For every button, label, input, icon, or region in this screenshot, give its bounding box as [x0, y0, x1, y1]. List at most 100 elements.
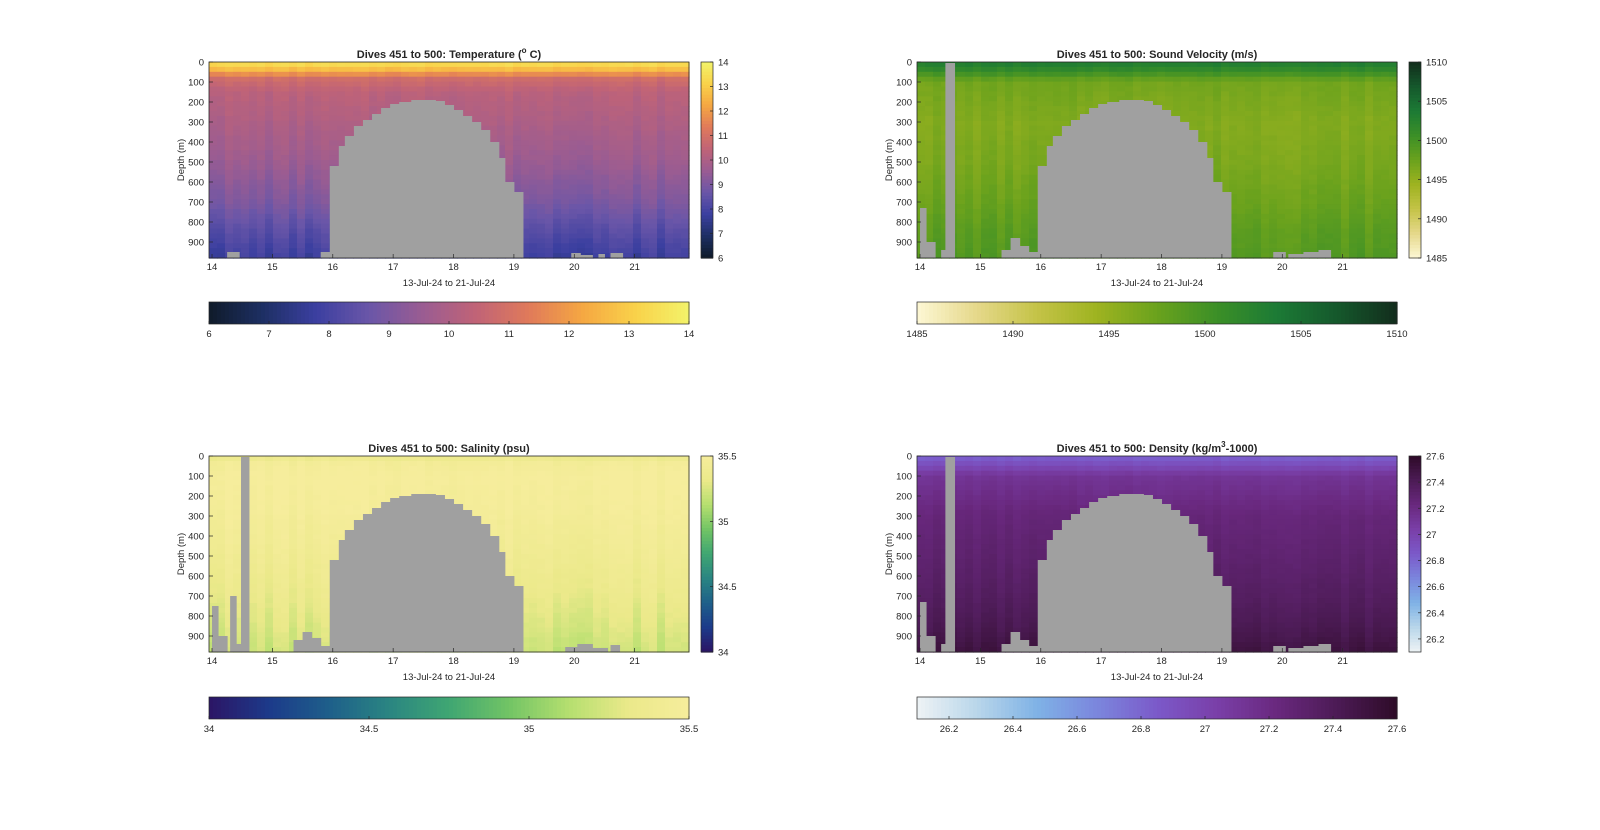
heatmap-cell [249, 164, 258, 171]
heatmap-cell [673, 174, 682, 181]
heatmap-cell [529, 145, 538, 151]
heatmap-cell [273, 228, 282, 235]
heatmap-cell [1269, 189, 1278, 195]
colorbar-swatch [317, 302, 322, 324]
heatmap-cell [529, 248, 538, 254]
heatmap-cell [1077, 71, 1086, 78]
heatmap-cell [313, 135, 322, 141]
heatmap-cell [329, 160, 338, 166]
heatmap-cell [941, 199, 950, 205]
heatmap-cell [297, 218, 306, 225]
heatmap-cell [569, 209, 578, 215]
heatmap-cell [665, 106, 674, 112]
heatmap-cell [617, 169, 626, 176]
heatmap-cell [989, 81, 998, 88]
heatmap-cell [593, 179, 602, 186]
heatmap-cell [1221, 111, 1230, 117]
heatmap-cell [1029, 169, 1038, 176]
heatmap-cell [321, 243, 330, 249]
heatmap-cell [1229, 96, 1238, 102]
heatmap-cell [925, 174, 934, 181]
heatmap-cell [289, 101, 298, 107]
heatmap-cell [1373, 81, 1382, 88]
heatmap-cell [577, 169, 586, 176]
heatmap-cell [209, 71, 218, 78]
heatmap-cell [1029, 140, 1038, 146]
heatmap-cell [601, 125, 610, 132]
heatmap-cell [625, 140, 634, 146]
heatmap-cell [577, 86, 586, 92]
heatmap-cell [1229, 76, 1238, 83]
heatmap-cell [957, 253, 966, 259]
heatmap-cell [553, 184, 562, 190]
colorbar-swatch [301, 302, 306, 324]
heatmap-cell [1261, 145, 1270, 151]
heatmap-cell [1133, 62, 1142, 68]
colorbar-swatch [401, 302, 406, 324]
heatmap-cell [973, 76, 982, 83]
heatmap-cell [1277, 179, 1286, 186]
heatmap-cell [1221, 86, 1230, 92]
heatmap-cell [217, 81, 226, 88]
heatmap-cell [241, 91, 250, 97]
heatmap-cell [577, 164, 586, 171]
heatmap-cell [1037, 125, 1046, 132]
heatmap-cell [329, 106, 338, 112]
heatmap-cell [965, 243, 974, 249]
colorbar-swatch [409, 302, 414, 324]
heatmap-cell [1029, 135, 1038, 141]
heatmap-cell [385, 86, 394, 92]
heatmap-cell [665, 71, 674, 78]
heatmap-cell [249, 169, 258, 176]
heatmap-cell [997, 243, 1006, 249]
heatmap-cell [585, 169, 594, 176]
heatmap-cell [1349, 76, 1358, 83]
heatmap-cell [553, 115, 562, 122]
heatmap-cell [521, 150, 530, 156]
heatmap-cell [1181, 71, 1190, 78]
heatmap-cell [1309, 76, 1318, 83]
heatmap-cell [965, 140, 974, 146]
heatmap-cell [313, 179, 322, 186]
heatmap-cell [1269, 135, 1278, 141]
heatmap-cell [217, 125, 226, 132]
heatmap-cell [649, 253, 658, 259]
heatmap-cell [633, 115, 642, 122]
heatmap-cell [569, 179, 578, 186]
heatmap-cell [1277, 120, 1286, 127]
heatmap-cell [553, 174, 562, 181]
heatmap-cell [681, 101, 690, 107]
heatmap-cell [601, 62, 610, 68]
colorbar-swatch [521, 302, 526, 324]
heatmap-cell [1029, 76, 1038, 83]
heatmap-cell [529, 194, 538, 200]
heatmap-cell [1365, 184, 1374, 190]
heatmap-cell [681, 62, 690, 68]
heatmap-cell [241, 184, 250, 190]
heatmap-cell [1221, 155, 1230, 161]
heatmap-cell [681, 96, 690, 102]
heatmap-cell [537, 204, 546, 210]
heatmap-cell [313, 194, 322, 200]
heatmap-cell [1229, 204, 1238, 210]
heatmap-cell [577, 223, 586, 230]
heatmap-cell [457, 66, 466, 73]
heatmap-cell [593, 130, 602, 137]
heatmap-cell [281, 218, 290, 225]
y-tick-label: 0 [199, 58, 204, 69]
heatmap-cell [1013, 204, 1022, 210]
heatmap-cell [241, 86, 250, 92]
heatmap-cell [933, 125, 942, 132]
heatmap-cell [553, 213, 562, 220]
heatmap-cell [1213, 140, 1222, 146]
heatmap-cell [965, 223, 974, 230]
heatmap-cell [1245, 174, 1254, 181]
heatmap-cell [1261, 62, 1270, 68]
heatmap-cell [681, 243, 690, 249]
heatmap-cell [1309, 213, 1318, 220]
heatmap-cell [1373, 120, 1382, 127]
heatmap-cell [673, 120, 682, 127]
colorbar-swatch [701, 101, 713, 106]
heatmap-cell [1277, 164, 1286, 171]
colorbar-swatch [677, 302, 682, 324]
